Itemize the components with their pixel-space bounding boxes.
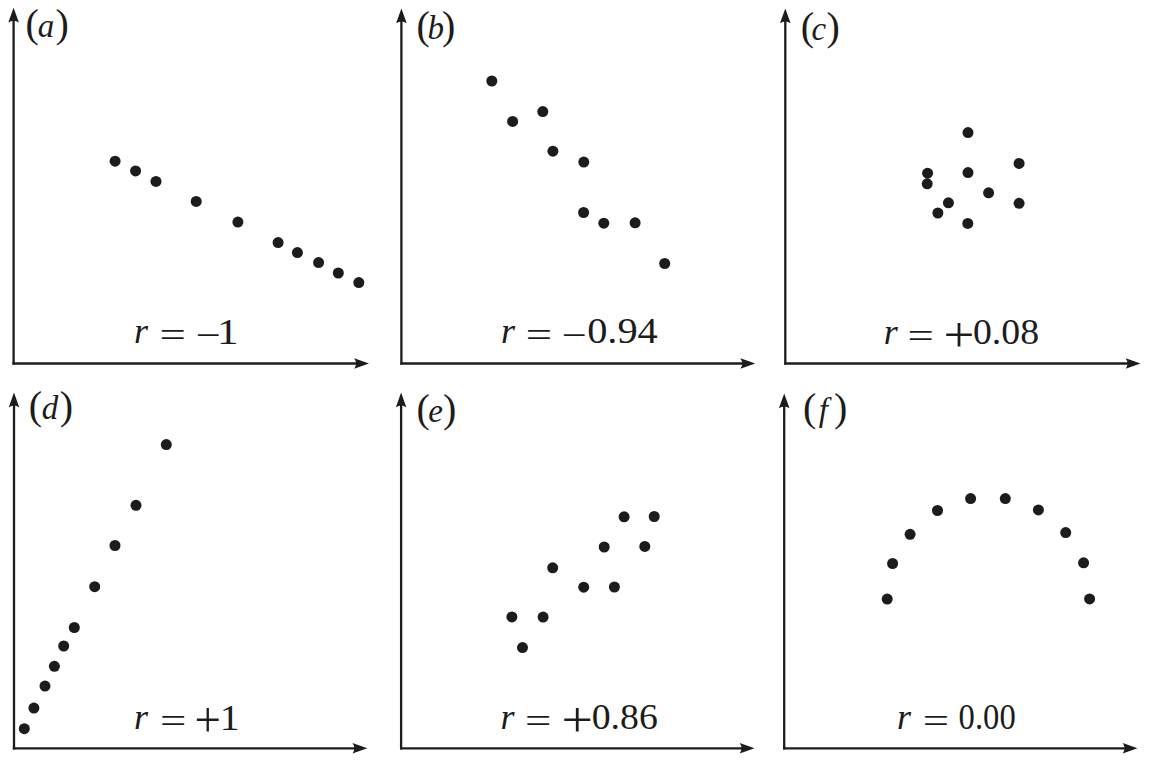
svg-text:(d): (d) xyxy=(29,383,73,428)
svg-text:(b): (b) xyxy=(416,3,455,48)
svg-text:(e): (e) xyxy=(417,386,457,431)
svg-text:(c): (c) xyxy=(801,4,840,49)
svg-text:(a): (a) xyxy=(26,1,69,46)
svg-text:(f): (f) xyxy=(803,385,847,430)
